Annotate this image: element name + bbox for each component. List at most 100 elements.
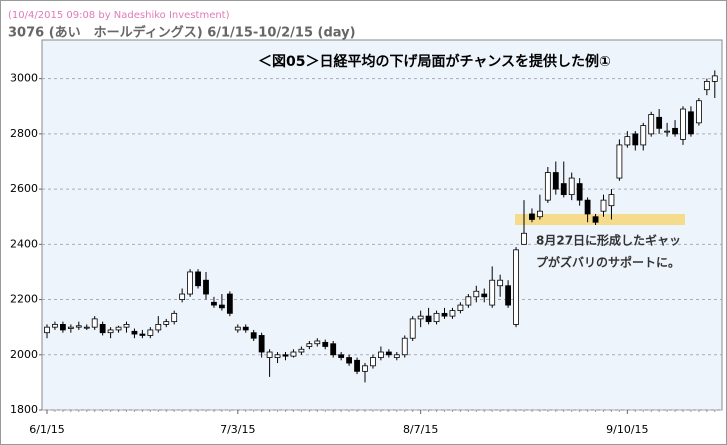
candle-body xyxy=(576,183,583,201)
gap-highlight xyxy=(515,214,685,225)
candle-body xyxy=(250,332,257,339)
candle-body xyxy=(680,108,686,140)
x-tick-label: 8/7/15 xyxy=(403,423,438,436)
candle-body xyxy=(616,144,623,179)
candles xyxy=(44,70,718,383)
candle-body xyxy=(362,365,368,372)
candle-body xyxy=(282,354,289,357)
grid xyxy=(39,78,722,414)
candle-body xyxy=(640,125,647,146)
candle-body xyxy=(703,81,710,91)
candle-body xyxy=(656,116,663,129)
candle-body xyxy=(147,329,154,336)
candle-body xyxy=(242,326,249,331)
candle-body xyxy=(568,177,575,196)
candle-body xyxy=(584,199,591,215)
candle-body xyxy=(290,351,297,357)
candle-body xyxy=(624,136,631,146)
y-tick-label: 2800 xyxy=(10,127,38,140)
x-tick-label: 7/3/15 xyxy=(220,423,255,436)
candle-body xyxy=(473,290,480,298)
candle-body xyxy=(409,318,416,339)
candle-body xyxy=(696,100,702,124)
candle-body xyxy=(688,111,694,135)
candle-body xyxy=(393,354,400,358)
candle-body xyxy=(425,315,432,323)
y-tick-label: 2200 xyxy=(10,293,38,306)
candle-body xyxy=(44,326,50,334)
candle-body xyxy=(465,296,472,306)
candle-body xyxy=(433,312,440,323)
candle-body xyxy=(234,326,241,331)
candle-body xyxy=(449,310,456,317)
candle-body xyxy=(346,357,353,364)
candle-body xyxy=(131,330,138,335)
candle-body xyxy=(354,359,360,372)
candle-body xyxy=(322,341,329,347)
candle-body xyxy=(83,326,90,329)
candle-body xyxy=(401,337,408,356)
candle-body xyxy=(187,271,194,295)
candle-body xyxy=(417,315,424,320)
candle-body xyxy=(481,293,488,298)
annotation: 8月27日に形成したギャッ xyxy=(536,233,681,248)
annotation: プがズバリのサポートに。 xyxy=(536,255,680,270)
candle-body xyxy=(163,321,170,325)
candle-body xyxy=(171,312,178,323)
candle-body xyxy=(497,279,504,287)
candle-body xyxy=(521,232,527,245)
candle-body xyxy=(123,324,130,328)
candle-body xyxy=(306,343,313,347)
y-tick-label: 2000 xyxy=(10,348,38,361)
candle-body xyxy=(266,351,273,358)
y-tick-label: 2600 xyxy=(10,182,38,195)
candle-body xyxy=(560,183,567,196)
chart-title: 3076 (あい ホールディングス) 6/1/15-10/2/15 (day) xyxy=(8,25,356,41)
candle-body xyxy=(338,354,345,358)
candle-body xyxy=(298,348,305,353)
candle-body xyxy=(274,354,281,358)
candle-body xyxy=(489,279,496,306)
candle-body xyxy=(67,326,74,329)
candle-body xyxy=(648,114,655,135)
candle-body xyxy=(664,130,670,133)
candle-body xyxy=(632,133,639,146)
x-tick-label: 9/10/15 xyxy=(606,423,648,436)
candle-body xyxy=(115,326,122,331)
y-tick-label: 2400 xyxy=(10,237,38,250)
y-tick-label: 3000 xyxy=(10,72,38,85)
candle-body xyxy=(218,304,225,309)
candle-body xyxy=(107,329,114,334)
candle-body xyxy=(552,172,559,190)
candle-body xyxy=(672,127,678,135)
candle-body xyxy=(592,216,599,223)
x-tick-label: 6/1/15 xyxy=(29,423,64,436)
candle-body xyxy=(385,351,392,356)
candle-body xyxy=(330,343,337,356)
annotation-title: ＜図05＞日経平均の下げ局面がチャンスを提供した例① xyxy=(258,53,611,70)
candle-body xyxy=(139,333,146,336)
candle-body xyxy=(211,301,217,306)
candle-body xyxy=(195,271,201,287)
candle-body xyxy=(370,357,376,367)
candle-body xyxy=(258,335,265,353)
candle-body xyxy=(441,312,448,317)
candle-body xyxy=(179,293,186,300)
candle-body xyxy=(226,293,233,314)
candle-body xyxy=(377,351,384,358)
candle-body xyxy=(203,279,209,295)
candle-body xyxy=(99,324,106,334)
candle-body xyxy=(52,324,58,328)
header: (10/4/2015 09:08 by Nadeshiko Investment… xyxy=(8,10,230,21)
candle-body xyxy=(513,249,519,325)
candle-body xyxy=(91,318,98,328)
candle-body xyxy=(608,194,615,207)
candle-body xyxy=(457,304,464,311)
candle-body xyxy=(75,325,82,328)
candle-body xyxy=(155,324,162,331)
candle-body xyxy=(544,172,551,201)
candle-body xyxy=(529,213,535,220)
candle-body xyxy=(60,324,66,331)
candle-body xyxy=(505,285,512,306)
